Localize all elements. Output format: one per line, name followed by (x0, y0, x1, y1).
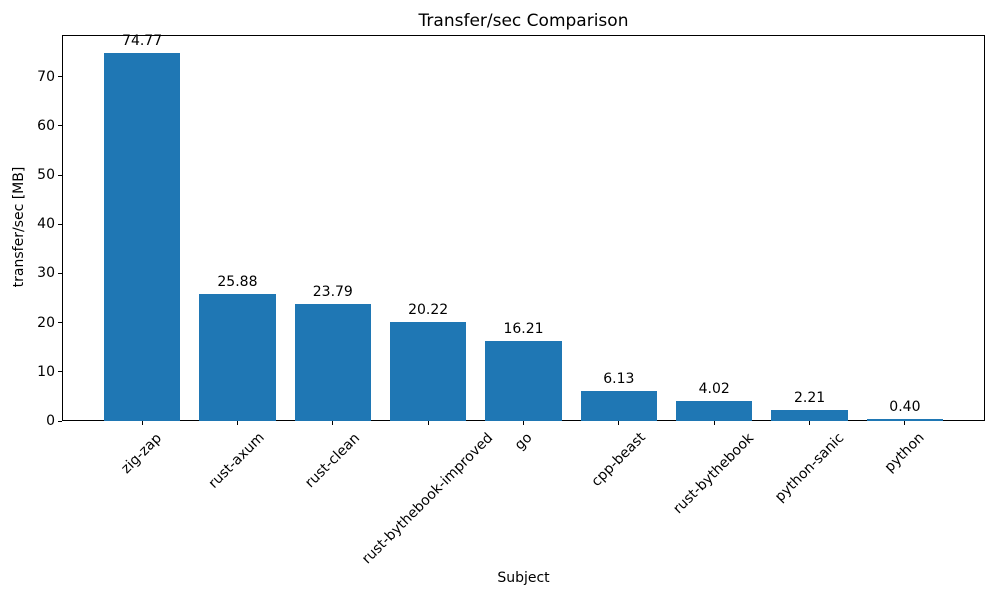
bar-value-label: 20.22 (408, 301, 449, 318)
bar-value-label: 16.21 (503, 321, 544, 338)
y-tick (58, 272, 62, 274)
x-tick (236, 421, 238, 425)
chart-title: Transfer/sec Comparison (418, 11, 629, 31)
x-tick (523, 421, 524, 425)
x-tick (427, 421, 429, 425)
x-tick (713, 421, 715, 425)
bar (103, 53, 181, 421)
x-tick (618, 421, 620, 425)
y-tick-label: 70 (37, 68, 55, 85)
bar (199, 293, 276, 421)
bar (866, 419, 944, 421)
y-tick-label: 20 (37, 314, 55, 331)
x-tick-label: rust-axum (206, 430, 269, 493)
y-tick-label: 40 (37, 216, 55, 233)
y-tick (58, 125, 62, 127)
x-axis-label: Subject (497, 570, 550, 586)
x-tick-label: python-sanic (771, 429, 847, 506)
y-tick-label: 10 (37, 363, 55, 380)
bar (771, 410, 848, 421)
y-tick-label: 60 (37, 117, 55, 134)
y-tick-label: 50 (37, 167, 55, 184)
bar (485, 341, 562, 421)
y-tick (58, 223, 62, 225)
x-tick-label: python (881, 429, 928, 476)
x-tick-label: rust-clean (301, 429, 363, 491)
bar-value-label: 2.21 (793, 390, 826, 407)
bar (294, 304, 371, 421)
bar-value-label: 4.02 (698, 381, 730, 398)
bar-value-label: 0.40 (889, 399, 921, 416)
y-tick (58, 322, 62, 324)
bar (390, 321, 467, 421)
bar (676, 401, 753, 421)
bar-value-label: 74.77 (122, 33, 163, 50)
x-tick-label: zig-zap (118, 429, 166, 477)
x-tick-label: rust-bythebook-improved (359, 429, 497, 568)
bar-value-label: 6.13 (603, 370, 635, 387)
y-tick-label: 30 (37, 265, 55, 282)
y-tick (58, 420, 62, 422)
x-tick (904, 421, 906, 425)
x-tick-label: cpp-beast (588, 429, 649, 491)
bar-value-label: 23.79 (312, 284, 353, 301)
y-tick-label: 0 (46, 413, 55, 429)
x-tick (809, 421, 811, 425)
y-tick (58, 76, 62, 78)
bar-value-label: 25.88 (217, 273, 258, 290)
x-tick (332, 421, 334, 425)
bar (580, 390, 657, 421)
y-tick (58, 371, 62, 373)
y-tick (58, 174, 62, 176)
x-tick-label: go (511, 429, 535, 454)
x-tick-label: rust-bythebook (670, 430, 758, 517)
x-tick (141, 421, 143, 425)
